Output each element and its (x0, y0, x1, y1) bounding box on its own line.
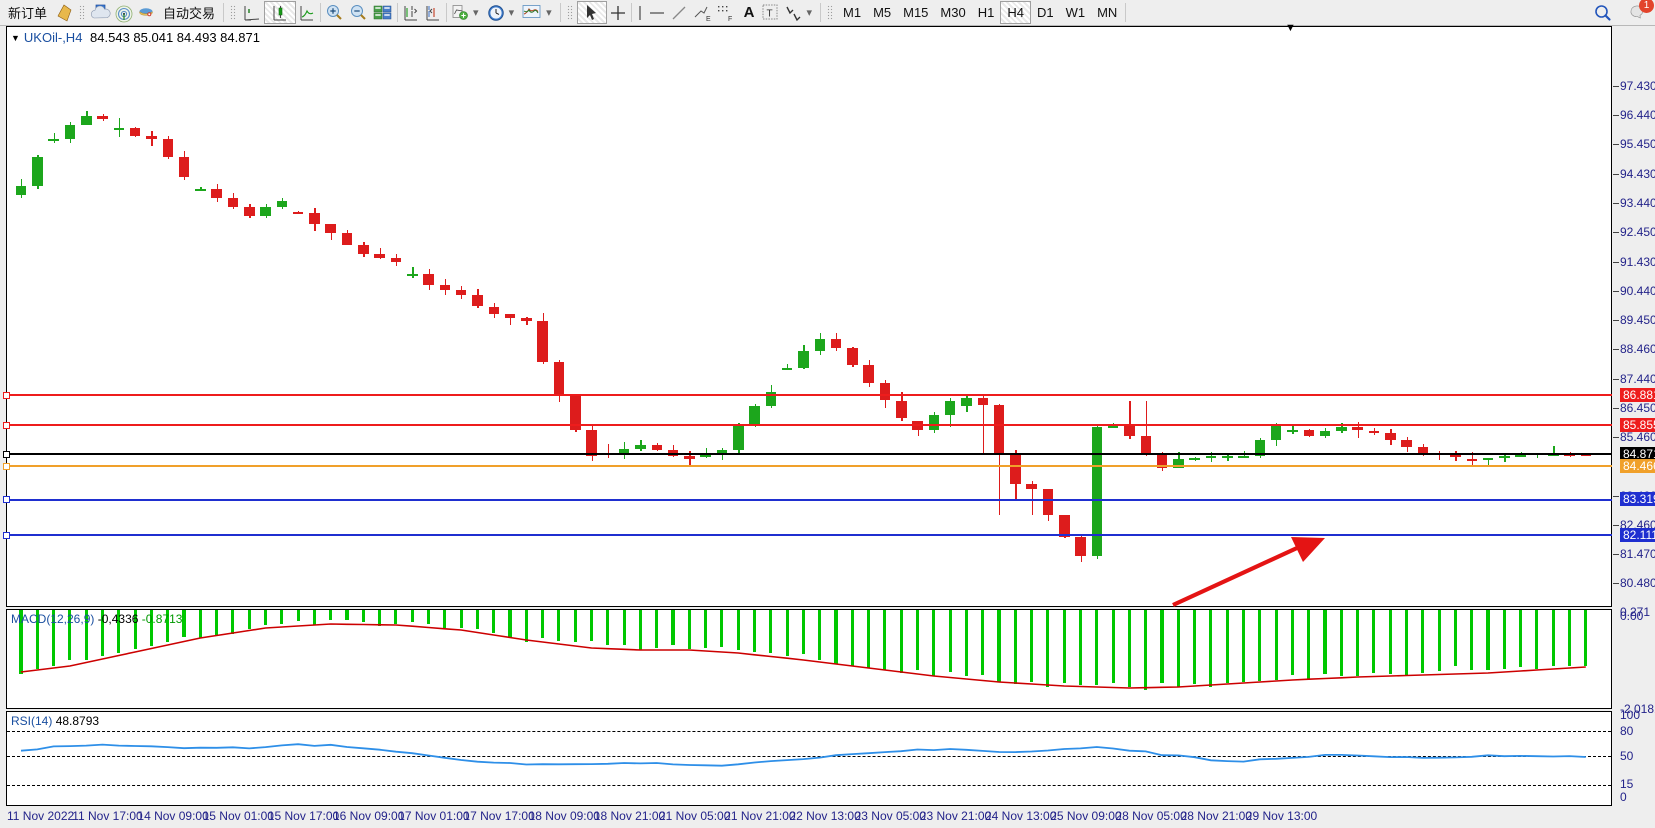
svg-text:F: F (728, 16, 732, 23)
svg-text:T: T (767, 8, 773, 19)
svg-text:E: E (706, 16, 711, 23)
